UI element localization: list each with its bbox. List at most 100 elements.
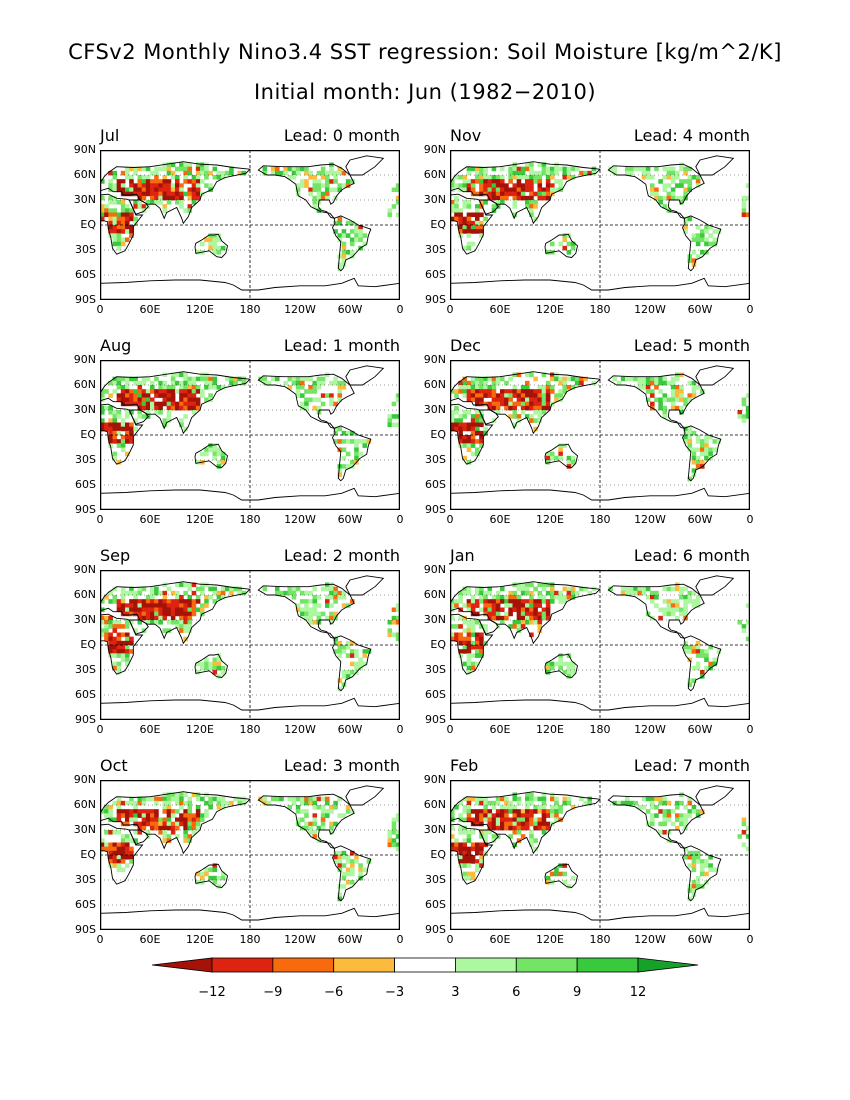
- coastlines: [100, 575, 400, 720]
- lat-tick-label: 30S: [75, 243, 96, 256]
- lat-tick-label: 30N: [73, 403, 96, 416]
- lon-tick-label: 180: [589, 513, 611, 526]
- lat-tick-label: 90S: [425, 503, 446, 516]
- lat-tick-label: 30N: [423, 613, 446, 626]
- lat-tick-label: 30S: [425, 873, 446, 886]
- lon-tick-label: 60W: [337, 513, 363, 526]
- map-panel: [100, 780, 400, 930]
- map-panel: [450, 780, 750, 930]
- colorbar-tick-label: −3: [384, 985, 405, 1000]
- panel-header: Sep Lead: 2 month: [100, 546, 400, 566]
- colorbar-segment: [394, 957, 456, 973]
- lon-tick-label: 60E: [489, 303, 511, 316]
- coastlines: [450, 155, 750, 300]
- lon-tick-label: 120E: [186, 303, 214, 316]
- lat-tick-label: 30N: [423, 193, 446, 206]
- lat-tick-label: 60N: [423, 168, 446, 181]
- lon-tick-label: 180: [589, 933, 611, 946]
- map-panel: [100, 360, 400, 510]
- lon-tick-label: 0: [746, 723, 754, 736]
- map-panel: [100, 570, 400, 720]
- colorbar-tick-label: 6: [512, 985, 521, 1000]
- coastlines: [450, 575, 750, 720]
- lon-tick-label: 60W: [687, 933, 713, 946]
- lat-tick-label: 90S: [75, 503, 96, 516]
- lon-tick-label: 120E: [186, 933, 214, 946]
- lon-tick-label: 120W: [634, 303, 666, 316]
- lon-tick-label: 120W: [634, 513, 666, 526]
- lat-tick-label: 30N: [423, 823, 446, 836]
- lon-tick-label: 0: [746, 513, 754, 526]
- coastlines: [100, 785, 400, 930]
- panel-header: Nov Lead: 4 month: [450, 126, 750, 146]
- colorbar-tick-label: 9: [573, 985, 582, 1000]
- panel-header: Aug Lead: 1 month: [100, 336, 400, 356]
- lat-tick-label: 60N: [73, 168, 96, 181]
- lon-tick-label: 60W: [337, 303, 363, 316]
- panel-lead-label: Lead: 0 month: [283, 126, 400, 145]
- colorbar-segment: [333, 957, 395, 973]
- panel-header: Feb Lead: 7 month: [450, 756, 750, 776]
- lat-tick-label: 90N: [73, 773, 96, 786]
- panel-lead-label: Lead: 6 month: [633, 546, 750, 565]
- lat-tick-label: 90N: [423, 143, 446, 156]
- map-panel: [100, 150, 400, 300]
- lat-tick-label: 30N: [423, 403, 446, 416]
- colorbar-tick-label: 3: [451, 985, 460, 1000]
- colorbar-right-arrow: [637, 957, 699, 973]
- panel-month-label: Jul: [100, 126, 120, 145]
- lat-tick-label: EQ: [80, 848, 96, 861]
- lat-tick-label: EQ: [430, 428, 446, 441]
- lat-tick-label: 60S: [425, 268, 446, 281]
- lon-tick-label: 120W: [284, 723, 316, 736]
- lon-tick-label: 60E: [489, 513, 511, 526]
- lat-tick-label: 60N: [73, 588, 96, 601]
- panel-lead-label: Lead: 1 month: [283, 336, 400, 355]
- lat-tick-label: 60S: [425, 898, 446, 911]
- panel-lead-label: Lead: 7 month: [633, 756, 750, 775]
- panel-month-label: Aug: [100, 336, 132, 355]
- lat-tick-label: EQ: [430, 638, 446, 651]
- map-panel: [450, 570, 750, 720]
- lat-tick-label: 30S: [425, 243, 446, 256]
- lon-tick-label: 0: [96, 723, 104, 736]
- figure-title-line-1: CFSv2 Monthly Nino3.4 SST regression: So…: [68, 40, 782, 64]
- lon-tick-label: 60E: [139, 933, 161, 946]
- lon-tick-label: 120E: [536, 513, 564, 526]
- map-panel: [450, 360, 750, 510]
- lon-tick-label: 60W: [337, 723, 363, 736]
- lon-tick-label: 0: [446, 933, 454, 946]
- lon-tick-label: 0: [746, 933, 754, 946]
- colorbar-segment: [515, 957, 578, 973]
- lat-tick-label: 30N: [73, 823, 96, 836]
- lon-tick-label: 180: [589, 723, 611, 736]
- lon-tick-label: 120W: [284, 933, 316, 946]
- land-shading: [100, 582, 400, 692]
- lon-tick-label: 0: [96, 513, 104, 526]
- lat-tick-label: 60S: [75, 688, 96, 701]
- colorbar-segment: [576, 957, 639, 973]
- panel-month-label: Feb: [450, 756, 479, 775]
- lat-tick-label: EQ: [430, 848, 446, 861]
- panel-month-label: Oct: [100, 756, 128, 775]
- lon-tick-label: 0: [96, 933, 104, 946]
- colorbar-tick-label: −12: [198, 985, 226, 1000]
- panel-month-label: Sep: [100, 546, 131, 565]
- land-shading: [450, 792, 750, 902]
- map-panel: [450, 150, 750, 300]
- panel-lead-label: Lead: 3 month: [283, 756, 400, 775]
- lon-tick-label: 60W: [687, 303, 713, 316]
- panel-month-label: Dec: [450, 336, 481, 355]
- lon-tick-label: 120E: [536, 723, 564, 736]
- coastlines: [450, 365, 750, 510]
- lon-tick-label: 0: [396, 933, 404, 946]
- coastlines: [100, 365, 400, 510]
- colorbar-tick-label: −6: [324, 985, 344, 1000]
- lon-tick-label: 60E: [489, 723, 511, 736]
- coastlines: [450, 785, 750, 930]
- panel-header: Dec Lead: 5 month: [450, 336, 750, 356]
- land-shading: [450, 582, 750, 688]
- panel-lead-label: Lead: 5 month: [633, 336, 750, 355]
- lon-tick-label: 120E: [186, 513, 214, 526]
- lon-tick-label: 0: [396, 723, 404, 736]
